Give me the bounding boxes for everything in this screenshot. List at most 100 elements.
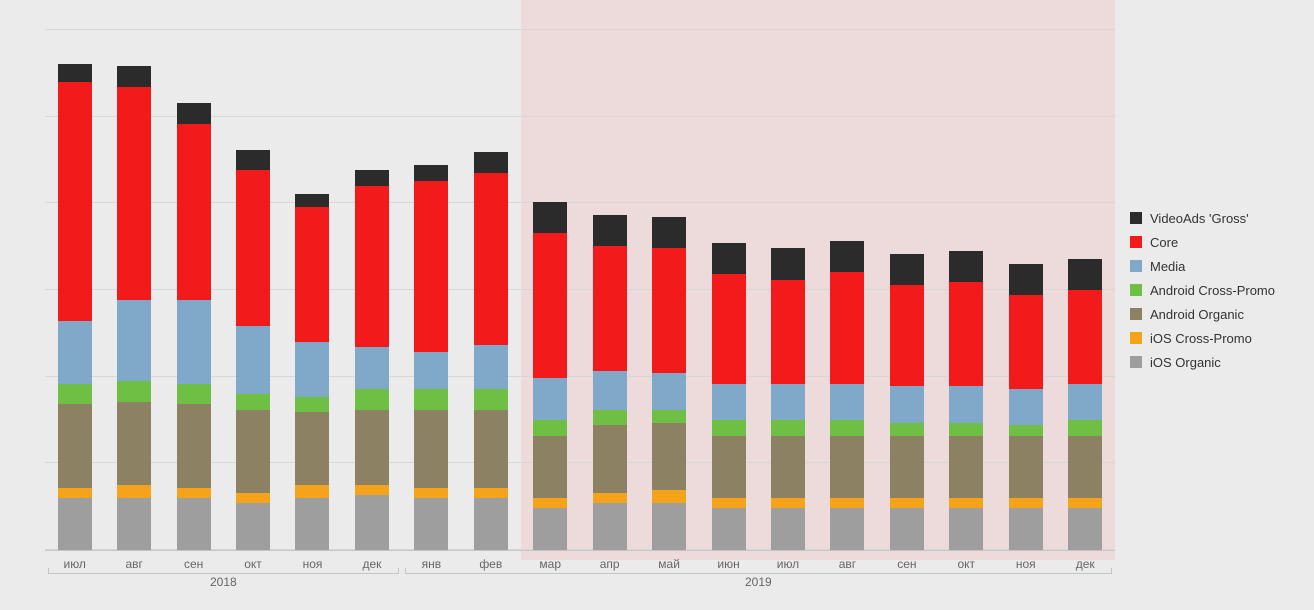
bar-segment-ios_xpromo [830, 498, 864, 508]
bar-segment-android_xpromo [414, 389, 448, 410]
bar-segment-ios_organic [771, 508, 805, 550]
bar-slot [104, 30, 163, 550]
bar-segment-android_xpromo [533, 420, 567, 436]
legend-label: iOS Organic [1150, 355, 1221, 370]
stacked-bar [593, 215, 627, 550]
bar-segment-videoads [295, 194, 329, 207]
x-axis-label: мар [521, 551, 580, 571]
bar-segment-android_organic [652, 423, 686, 491]
year-group: 2019 [405, 573, 1112, 589]
bar-segment-ios_xpromo [771, 498, 805, 508]
x-axis: июлавгсеноктноядекянвфевмарапрмайиюниюла… [45, 550, 1115, 601]
legend-swatch [1130, 236, 1142, 248]
bar-segment-ios_xpromo [949, 498, 983, 508]
bar-segment-media [890, 386, 924, 422]
bar-segment-core [177, 124, 211, 301]
bar-segment-media [830, 384, 864, 420]
bar-segment-ios_xpromo [652, 490, 686, 503]
bar-slot [580, 30, 639, 550]
bar-segment-android_organic [295, 412, 329, 485]
bar-segment-videoads [177, 103, 211, 124]
bar-group [45, 30, 1115, 550]
x-axis-label: ноя [996, 551, 1055, 571]
bar-segment-videoads [58, 64, 92, 82]
stacked-bar [652, 217, 686, 550]
bar-segment-android_organic [712, 436, 746, 498]
bar-segment-ios_organic [236, 503, 270, 550]
stacked-bar [236, 150, 270, 550]
x-axis-label: июл [758, 551, 817, 571]
bar-segment-core [236, 170, 270, 326]
bar-slot [521, 30, 580, 550]
bar-segment-media [949, 386, 983, 422]
bar-segment-ios_organic [414, 498, 448, 550]
bar-segment-core [1009, 295, 1043, 389]
bar-segment-media [117, 300, 151, 381]
year-group: 2018 [48, 573, 399, 589]
bar-segment-ios_organic [652, 503, 686, 550]
bar-segment-videoads [593, 215, 627, 246]
bar-segment-media [58, 321, 92, 383]
x-axis-label: апр [580, 551, 639, 571]
bar-segment-videoads [117, 66, 151, 87]
bar-segment-videoads [652, 217, 686, 248]
bar-slot [937, 30, 996, 550]
legend-item: Android Cross-Promo [1130, 278, 1310, 302]
bar-segment-android_xpromo [295, 397, 329, 413]
bar-segment-android_xpromo [236, 394, 270, 410]
bar-segment-videoads [355, 170, 389, 186]
bar-segment-media [533, 378, 567, 420]
legend-swatch [1130, 260, 1142, 272]
x-axis-label: май [639, 551, 698, 571]
stacked-bar [949, 251, 983, 550]
x-axis-label: фев [461, 551, 520, 571]
bar-segment-videoads [236, 150, 270, 171]
x-axis-label: июн [699, 551, 758, 571]
bar-segment-android_xpromo [355, 389, 389, 410]
bar-segment-ios_organic [830, 508, 864, 550]
x-axis-label: июл [45, 551, 104, 571]
bar-segment-android_organic [414, 410, 448, 488]
bar-segment-core [830, 272, 864, 384]
legend-swatch [1130, 212, 1142, 224]
bar-segment-android_xpromo [949, 423, 983, 436]
bar-slot [342, 30, 401, 550]
bar-segment-media [355, 347, 389, 389]
bar-slot [877, 30, 936, 550]
bar-segment-android_xpromo [177, 384, 211, 405]
bar-segment-core [1068, 290, 1102, 384]
bar-segment-core [533, 233, 567, 379]
bar-segment-android_organic [117, 402, 151, 485]
bar-segment-media [474, 345, 508, 389]
bar-segment-android_xpromo [58, 384, 92, 405]
bar-segment-android_xpromo [830, 420, 864, 436]
bar-segment-ios_xpromo [58, 488, 92, 498]
legend-swatch [1130, 284, 1142, 296]
bar-segment-core [117, 87, 151, 300]
bar-slot [1055, 30, 1114, 550]
bar-segment-ios_xpromo [236, 493, 270, 503]
bar-segment-media [236, 326, 270, 394]
legend-swatch [1130, 308, 1142, 320]
bar-segment-videoads [474, 152, 508, 173]
legend-label: Core [1150, 235, 1178, 250]
bar-segment-ios_xpromo [177, 488, 211, 498]
bar-segment-android_organic [1068, 436, 1102, 498]
x-axis-labels: июлавгсеноктноядекянвфевмарапрмайиюниюла… [45, 551, 1115, 571]
bar-segment-ios_xpromo [1068, 498, 1102, 508]
legend-item: Core [1130, 230, 1310, 254]
bar-segment-android_organic [830, 436, 864, 498]
bar-segment-core [949, 282, 983, 386]
bar-segment-ios_organic [474, 498, 508, 550]
bar-slot [164, 30, 223, 550]
bar-slot [996, 30, 1055, 550]
stacked-bar [58, 64, 92, 550]
bar-segment-videoads [1068, 259, 1102, 290]
bar-segment-ios_organic [593, 503, 627, 550]
bar-segment-android_organic [236, 410, 270, 493]
x-axis-label: окт [937, 551, 996, 571]
stacked-bar [474, 152, 508, 550]
bar-segment-android_organic [593, 425, 627, 493]
bar-segment-ios_xpromo [414, 488, 448, 498]
plot-area [45, 30, 1115, 550]
